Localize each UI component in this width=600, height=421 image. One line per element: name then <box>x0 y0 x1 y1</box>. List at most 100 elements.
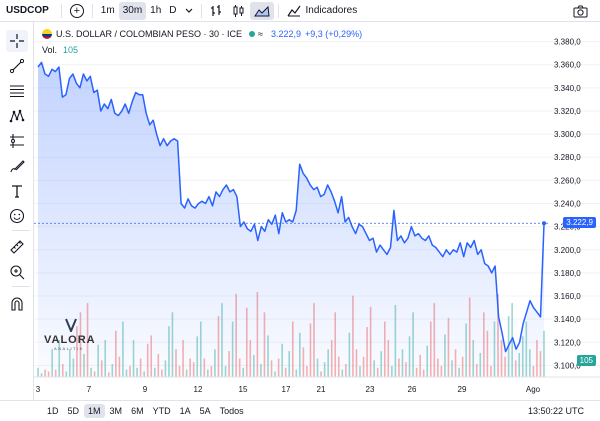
price-line <box>37 61 545 353</box>
time-tick-label: 7 <box>87 385 92 394</box>
legend-price: 3.222,9 <box>271 29 302 39</box>
measure-tool[interactable] <box>6 236 28 258</box>
divider <box>91 3 93 18</box>
chevron-down-icon <box>185 8 192 13</box>
fib-tool[interactable] <box>6 80 28 102</box>
time-tick-label: 17 <box>282 385 291 394</box>
crosshair-icon <box>10 34 24 48</box>
screenshot-button[interactable] <box>569 2 592 20</box>
area-chart-type-button[interactable] <box>249 1 274 20</box>
range-1d[interactable]: 1D <box>47 406 59 416</box>
price-tick-label: 3.180,0 <box>554 269 581 278</box>
divider <box>277 3 279 18</box>
camera-icon <box>573 5 588 17</box>
brush-tool[interactable] <box>6 155 28 177</box>
compare-button[interactable]: + <box>66 2 88 20</box>
last-price-tag: 3.222,9 <box>563 217 596 229</box>
price-tick-label: 3.360,0 <box>554 61 581 70</box>
range-bar: 1D 5D 1M 3M 6M YTD 1A 5A Todos 13:50:22 … <box>0 400 600 421</box>
range-1a[interactable]: 1A <box>179 406 191 416</box>
flag-icon <box>42 29 52 39</box>
time-tick-label: 26 <box>408 385 417 394</box>
volume-value: 105 <box>63 45 79 55</box>
price-tick-label: 3.100,0 <box>554 361 581 370</box>
candles-icon <box>233 4 244 17</box>
interval-30m[interactable]: 30m <box>118 1 147 20</box>
top-toolbar: USDCOP + 1m 30m 1h D Indicadores <box>0 0 600 22</box>
interval-1m[interactable]: 1m <box>100 5 115 16</box>
divider <box>12 230 30 231</box>
emoji-tool[interactable] <box>6 205 28 227</box>
logo-name: VALORA <box>44 334 96 346</box>
price-tick-label: 3.340,0 <box>554 84 581 93</box>
valora-logo: VALORA ANALITIK <box>44 318 96 351</box>
area-chart-icon <box>253 5 270 16</box>
trendline-tool[interactable] <box>6 55 28 77</box>
chart-legend: U.S. DOLLAR / COLOMBIAN PESO · 30 · ICE … <box>42 29 366 39</box>
interval-1h[interactable]: 1h <box>150 5 162 16</box>
plus-circle-icon: + <box>69 3 84 18</box>
price-axis[interactable]: 3.100,0 3.120,0 3.140,0 3.160,0 3.180,0 3.200… <box>554 38 581 371</box>
interval-d[interactable]: D <box>169 5 177 16</box>
interval-dropdown[interactable] <box>181 2 197 20</box>
divider <box>12 286 30 287</box>
legend-title: U.S. DOLLAR / COLOMBIAN PESO · 30 · ICE <box>56 29 243 39</box>
text-icon <box>12 185 22 198</box>
range-5d[interactable]: 5D <box>67 406 80 416</box>
range-3m[interactable]: 3M <box>109 406 123 416</box>
ohlc-bars-icon <box>210 4 221 16</box>
magnet-icon <box>11 297 23 311</box>
zoom-tool[interactable] <box>6 261 28 283</box>
volume-label: Vol. <box>42 45 58 55</box>
price-tick-label: 3.120,0 <box>554 338 581 347</box>
volume-bar <box>543 330 545 377</box>
time-tick-label: Ago <box>526 385 541 394</box>
volume-legend: Vol. 105 <box>42 45 82 55</box>
divider <box>60 3 62 18</box>
price-tick-label: 3.300,0 <box>554 130 581 139</box>
time-tick-label: 9 <box>143 385 148 394</box>
smiley-icon <box>9 208 25 224</box>
approx-icon: ≈ <box>258 29 263 39</box>
magnet-tool[interactable] <box>6 293 28 315</box>
valora-mark-icon <box>65 318 77 332</box>
divider <box>200 3 202 18</box>
last-volume-tag: 105 <box>576 354 596 366</box>
bar-chart-type-button[interactable] <box>206 2 228 20</box>
projection-tool[interactable] <box>6 130 28 152</box>
zoom-in-icon <box>10 265 25 280</box>
indicators-icon <box>287 5 301 16</box>
time-tick-label: 29 <box>458 385 467 394</box>
range-1m[interactable]: 1M <box>84 404 105 418</box>
utc-clock[interactable]: 13:50:22 UTC <box>527 406 584 416</box>
trendline-icon <box>9 58 25 74</box>
time-axis[interactable]: 3 7 9 12 15 17 21 23 26 29 Ago <box>36 385 541 394</box>
legend-change: +9,3 (+0,29%) <box>305 29 363 39</box>
crosshair-tool[interactable] <box>6 30 28 52</box>
indicators-button[interactable]: Indicadores <box>283 2 362 20</box>
price-tick-label: 3.320,0 <box>554 107 581 116</box>
price-tick-label: 3.160,0 <box>554 292 581 301</box>
time-tick-label: 15 <box>239 385 248 394</box>
text-tool[interactable] <box>6 180 28 202</box>
range-ytd[interactable]: YTD <box>152 406 171 416</box>
range-5a[interactable]: 5A <box>199 406 211 416</box>
candle-chart-type-button[interactable] <box>228 2 250 20</box>
range-all[interactable]: Todos <box>219 406 244 416</box>
horizontal-lines-icon <box>10 85 24 98</box>
price-tick-label: 3.200,0 <box>554 246 581 255</box>
pattern-icon <box>9 109 25 123</box>
logo-tagline: ANALITIK <box>54 346 84 351</box>
indicators-label: Indicadores <box>305 5 358 16</box>
symbol-search[interactable]: USDCOP <box>6 5 49 16</box>
time-tick-label: 21 <box>317 385 326 394</box>
time-tick-label: 3 <box>36 385 41 394</box>
range-6m[interactable]: 6M <box>131 406 144 416</box>
time-tick-label: 23 <box>366 385 375 394</box>
last-price-dot <box>542 221 546 226</box>
time-tick-label: 12 <box>194 385 203 394</box>
pattern-tool[interactable] <box>6 105 28 127</box>
brush-icon <box>10 160 25 173</box>
price-chart[interactable]: 3 7 9 12 15 17 21 23 26 29 Ago 3.100,0 3.120,0 3.140… <box>34 22 600 400</box>
projection-icon <box>10 134 24 148</box>
